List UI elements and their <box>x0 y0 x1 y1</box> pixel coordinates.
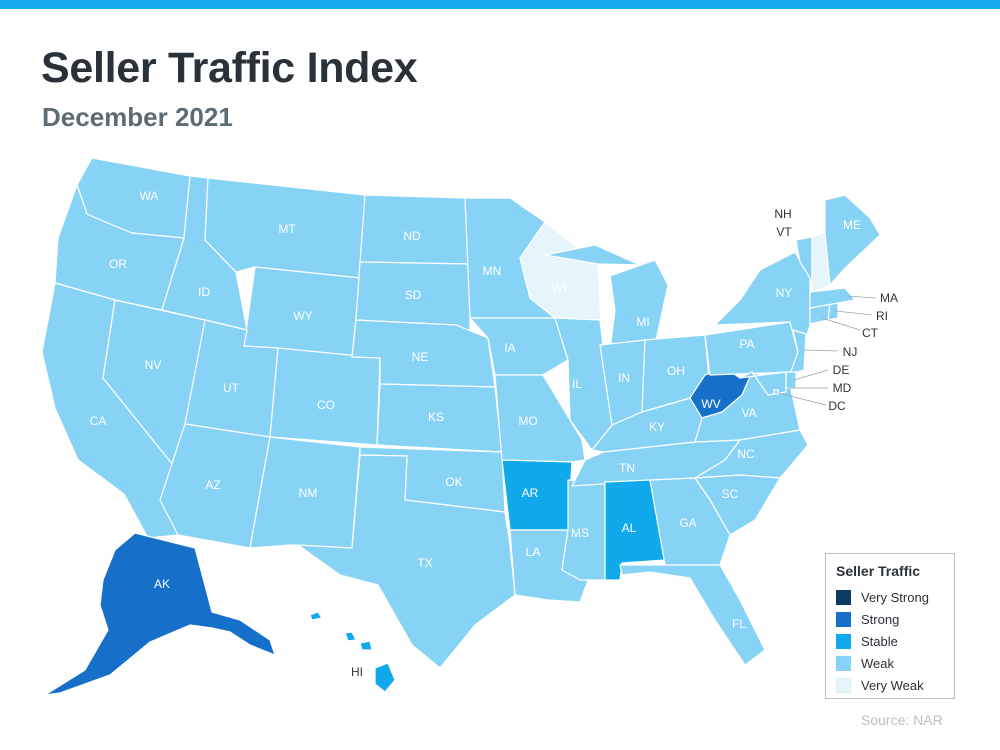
state-label-wi: WI <box>552 281 567 295</box>
state-label-dc: DC <box>828 399 846 413</box>
state-label-mn: MN <box>483 264 502 278</box>
state-label-ri: RI <box>876 309 888 323</box>
state-label-md: MD <box>833 381 852 395</box>
state-mi[interactable] <box>609 259 669 351</box>
legend-item-strong: Strong <box>836 611 899 627</box>
state-label-ky: KY <box>649 420 665 434</box>
state-label-in: IN <box>618 371 630 385</box>
state-ma[interactable] <box>809 287 856 309</box>
state-label-co: CO <box>317 398 335 412</box>
legend-swatch-weak <box>836 655 851 671</box>
legend-swatch-very-strong <box>836 589 851 605</box>
legend-title: Seller Traffic <box>836 563 921 579</box>
leader-dc <box>777 392 827 406</box>
legend-item-stable: Stable <box>836 633 898 649</box>
top-accent-bar <box>0 0 1000 9</box>
state-ak[interactable] <box>44 532 276 696</box>
leader-de <box>793 369 829 381</box>
state-label-ne: NE <box>412 350 429 364</box>
legend-label: Weak <box>861 655 894 671</box>
state-mi-up[interactable] <box>544 244 641 266</box>
legend-label: Strong <box>861 611 900 627</box>
state-label-ar: AR <box>522 486 539 500</box>
state-me[interactable] <box>824 194 881 286</box>
state-label-wv: WV <box>701 397 720 411</box>
state-label-oh: OH <box>667 364 685 378</box>
leader-ct <box>821 317 861 331</box>
state-label-or: OR <box>109 257 127 271</box>
state-label-il: IL <box>572 377 582 391</box>
state-label-tx: TX <box>417 556 432 570</box>
state-tx[interactable] <box>297 454 516 669</box>
state-label-nj: NJ <box>843 345 858 359</box>
state-label-ms: MS <box>571 526 589 540</box>
state-label-az: AZ <box>205 478 220 492</box>
state-label-ak: AK <box>154 577 170 591</box>
state-label-vt: VT <box>776 225 792 239</box>
legend: Seller Traffic Very Strong Strong Stable… <box>825 553 955 699</box>
leader-ri <box>835 310 873 316</box>
state-label-hi: HI <box>351 665 363 679</box>
state-label-nh: NH <box>774 207 791 221</box>
state-label-nc: NC <box>737 447 755 461</box>
page-subtitle: December 2021 <box>42 102 233 132</box>
legend-label: Very Weak <box>861 677 924 693</box>
state-label-nv: NV <box>145 358 162 372</box>
state-label-ma: MA <box>880 291 898 305</box>
legend-item-very-weak: Very Weak <box>836 677 924 693</box>
state-label-al: AL <box>622 521 637 535</box>
state-co[interactable] <box>269 347 381 446</box>
state-label-wy: WY <box>293 309 312 323</box>
state-label-id: ID <box>198 285 210 299</box>
leader-ma <box>847 295 877 299</box>
legend-swatch-stable <box>836 633 851 649</box>
state-label-ok: OK <box>445 475 462 489</box>
state-az[interactable] <box>159 423 271 549</box>
state-label-ny: NY <box>776 286 793 300</box>
state-label-sc: SC <box>722 487 739 501</box>
legend-swatch-very-weak <box>836 677 851 693</box>
state-label-ct: CT <box>862 326 879 340</box>
state-label-mi: MI <box>636 315 649 329</box>
source-note: Source: NAR <box>861 712 943 728</box>
state-label-nd: ND <box>403 229 421 243</box>
state-label-mt: MT <box>278 222 296 236</box>
state-label-ia: IA <box>504 341 515 355</box>
state-label-de: DE <box>833 363 850 377</box>
state-hi[interactable] <box>309 611 396 693</box>
state-label-tn: TN <box>619 461 635 475</box>
state-label-ca: CA <box>90 414 107 428</box>
state-dc[interactable] <box>773 389 779 395</box>
state-label-sd: SD <box>405 288 422 302</box>
state-label-ks: KS <box>428 410 444 424</box>
legend-swatch-strong <box>836 611 851 627</box>
state-label-ga: GA <box>679 516 696 530</box>
legend-item-weak: Weak <box>836 655 894 671</box>
state-vt[interactable] <box>795 236 813 293</box>
state-fl[interactable] <box>619 564 766 666</box>
state-ri[interactable] <box>827 302 839 321</box>
state-label-ut: UT <box>223 381 240 395</box>
state-label-nm: NM <box>299 486 318 500</box>
legend-label: Stable <box>861 633 898 649</box>
state-label-la: LA <box>526 545 541 559</box>
state-nj[interactable] <box>789 329 807 375</box>
page-title: Seller Traffic Index <box>41 44 418 92</box>
state-label-pa: PA <box>739 337 754 351</box>
state-label-mo: MO <box>518 414 537 428</box>
leader-nj <box>803 349 839 352</box>
legend-item-very-strong: Very Strong <box>836 589 929 605</box>
state-label-wa: WA <box>140 189 159 203</box>
legend-label: Very Strong <box>861 589 929 605</box>
state-label-va: VA <box>741 406 756 420</box>
state-label-fl: FL <box>732 617 746 631</box>
state-label-me: ME <box>843 218 861 232</box>
